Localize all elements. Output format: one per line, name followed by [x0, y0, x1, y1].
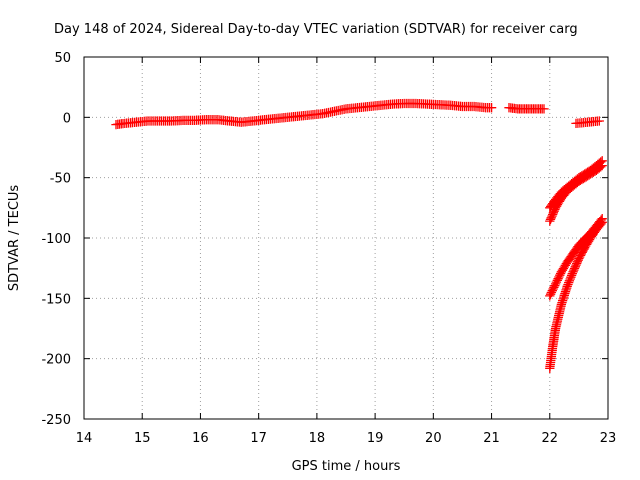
data-series — [111, 98, 497, 130]
axis-ticks — [83, 56, 609, 420]
data-point — [546, 287, 557, 298]
data-point — [567, 268, 577, 279]
y-tick-labels: 50 0 -50 -100 -150 -200 -250 — [41, 51, 71, 428]
data-point — [551, 277, 562, 287]
x-tick-label: 16 — [192, 431, 209, 446]
data-point — [566, 272, 576, 282]
data-point — [594, 116, 604, 126]
x-tick-label: 23 — [600, 431, 617, 446]
data-point — [553, 274, 563, 284]
data-point — [563, 279, 573, 290]
chart-title: Day 148 of 2024, Sidereal Day-to-day VTE… — [54, 22, 578, 37]
data-series — [545, 160, 607, 226]
data-point — [552, 275, 562, 286]
data-point — [547, 286, 557, 296]
y-tick-label: -250 — [41, 413, 71, 428]
x-tick-label: 14 — [76, 431, 93, 446]
x-axis-label: GPS time / hours — [292, 459, 401, 474]
y-tick-label: -100 — [41, 232, 71, 247]
x-tick-label: 20 — [425, 431, 442, 446]
data-point — [545, 291, 555, 301]
data-point — [548, 284, 558, 294]
data-point — [566, 270, 577, 281]
x-tick-label: 19 — [367, 431, 384, 446]
y-tick-label: 50 — [54, 51, 71, 66]
y-tick-label: 0 — [63, 111, 71, 126]
data-point — [549, 206, 559, 216]
y-tick-label: -150 — [41, 292, 71, 307]
data-point — [564, 277, 574, 288]
x-tick-label: 15 — [134, 431, 151, 446]
data-points — [111, 98, 607, 373]
data-point — [486, 103, 497, 113]
data-point — [539, 104, 549, 114]
data-point — [550, 279, 561, 289]
data-point — [569, 263, 580, 274]
y-axis-label: SDTVAR / TECUs — [7, 185, 22, 292]
data-point — [596, 162, 606, 172]
data-series — [545, 217, 607, 373]
x-tick-labels: 14 15 16 17 18 19 20 21 22 23 — [76, 431, 617, 446]
data-point — [564, 276, 575, 286]
data-series — [504, 103, 549, 114]
data-point — [545, 289, 556, 299]
x-tick-label: 22 — [542, 431, 559, 446]
data-point — [597, 160, 607, 171]
x-tick-label: 21 — [483, 431, 500, 446]
data-point — [549, 282, 559, 292]
data-point — [554, 272, 564, 282]
y-tick-label: -50 — [50, 172, 71, 187]
data-point — [597, 217, 607, 227]
data-point — [550, 280, 560, 291]
data-point — [555, 270, 565, 280]
data-point — [562, 281, 572, 291]
y-tick-label: -200 — [41, 353, 71, 368]
data-series — [571, 116, 604, 129]
x-tick-label: 18 — [309, 431, 326, 446]
data-point — [565, 274, 575, 284]
data-point — [596, 219, 606, 229]
x-tick-label: 17 — [250, 431, 267, 446]
